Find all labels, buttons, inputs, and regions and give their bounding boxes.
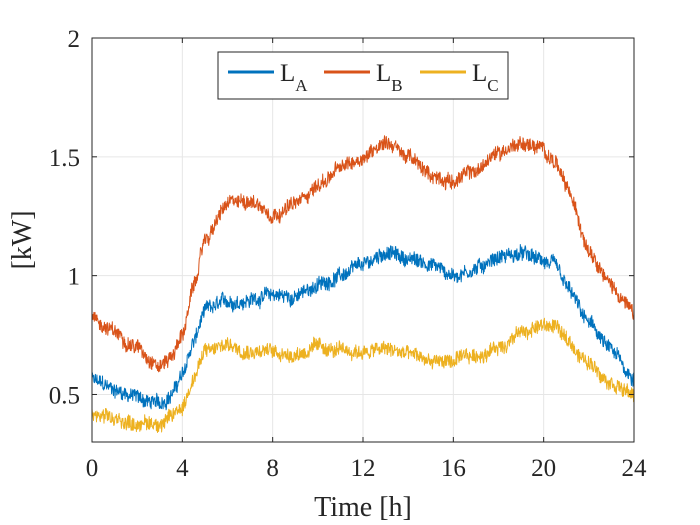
legend-box [217,51,509,100]
x-tick-label: 20 [531,455,556,482]
x-axis-label: Time [h] [314,492,412,523]
x-tick-label: 12 [351,455,376,482]
y-axis-label: [kW] [7,210,38,269]
legend-label-a: LA [280,60,308,95]
series-line-c [91,317,635,433]
series-lines [91,135,635,433]
legend: LA LB LC [217,51,509,100]
ticks [91,37,635,442]
legend-label-c: LC [472,60,499,95]
y-tick-label: 1.5 [49,145,80,172]
y-tick-label: 0.5 [49,382,80,409]
x-tick-label: 24 [622,455,648,482]
y-tick-label: 1 [68,264,81,291]
x-tick-label: 4 [176,455,189,482]
legend-label-b: LB [376,60,403,95]
tick-labels: 0 4 8 12 16 20 24 0.5 1 1.5 2 [49,26,647,482]
x-tick-label: 0 [86,455,99,482]
x-tick-label: 8 [266,455,279,482]
series-line-a [91,244,635,411]
series-line-b [91,135,635,373]
y-tick-label: 2 [68,26,81,53]
x-tick-label: 16 [441,455,466,482]
